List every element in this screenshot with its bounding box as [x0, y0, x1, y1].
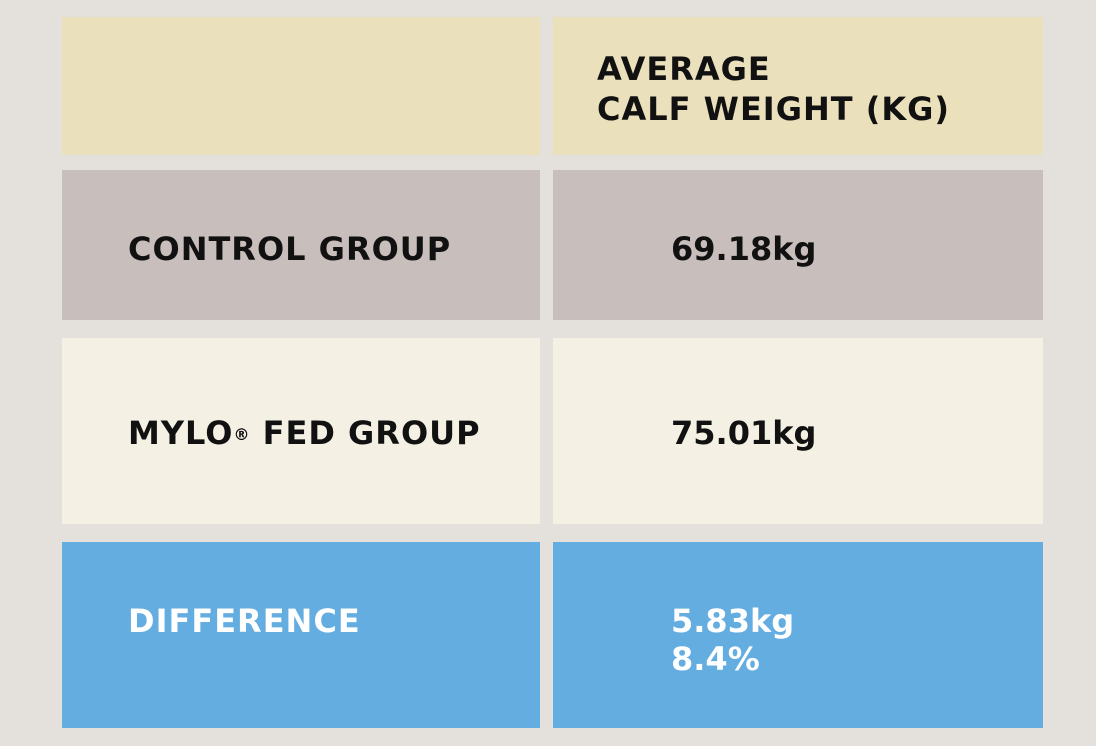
- control-group-value: 69.18kg: [671, 230, 817, 268]
- mylo-label-prefix: MYLO: [128, 414, 234, 452]
- header-weight-cell: AVERAGE CALF WEIGHT (KG): [553, 17, 1043, 155]
- mylo-value-cell: 75.01kg: [553, 338, 1043, 524]
- difference-label-cell: DIFFERENCE: [62, 542, 540, 728]
- mylo-label-suffix: FED GROUP: [250, 414, 481, 452]
- mylo-group-label: MYLO® FED GROUP: [128, 414, 481, 452]
- difference-value: 5.83kg 8.4%: [671, 602, 794, 678]
- mylo-group-value: 75.01kg: [671, 414, 817, 452]
- control-value-cell: 69.18kg: [553, 170, 1043, 320]
- control-group-label: CONTROL GROUP: [128, 230, 452, 268]
- difference-value-cell: 5.83kg 8.4%: [553, 542, 1043, 728]
- header-empty-cell: [62, 17, 540, 155]
- column-header: AVERAGE CALF WEIGHT (KG): [597, 49, 950, 129]
- control-label-cell: CONTROL GROUP: [62, 170, 540, 320]
- registered-mark: ®: [233, 425, 251, 444]
- column-header-line2: CALF WEIGHT (KG): [597, 90, 951, 128]
- mylo-label-cell: MYLO® FED GROUP: [62, 338, 540, 524]
- difference-percent: 8.4%: [671, 640, 760, 678]
- difference-kg: 5.83kg: [671, 602, 795, 640]
- difference-label: DIFFERENCE: [128, 602, 361, 640]
- column-header-line1: AVERAGE: [597, 50, 771, 88]
